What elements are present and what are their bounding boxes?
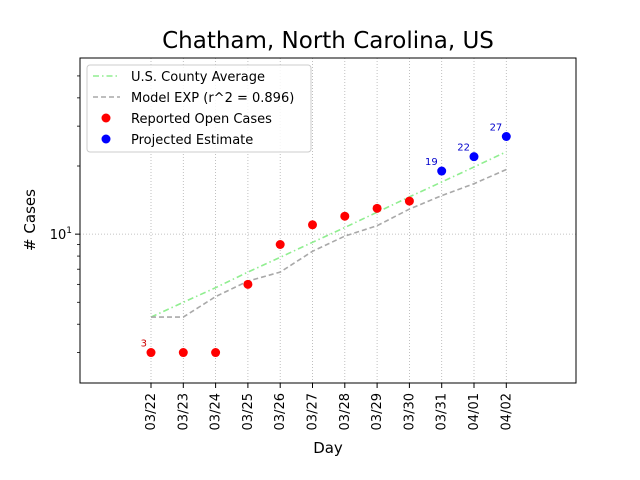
- plot-frame: [79, 57, 577, 384]
- legend-label: Model EXP (r^2 = 0.896): [131, 91, 294, 106]
- legend-marker: [101, 113, 111, 123]
- x-tick-label: 03/30: [402, 393, 417, 430]
- data-point: [501, 132, 511, 142]
- legend-label: Projected Estimate: [131, 133, 253, 148]
- legend: U.S. County Average Model EXP (r^2 = 0.89…: [86, 64, 312, 153]
- x-tick-label: 03/29: [370, 393, 385, 430]
- series-line: [150, 151, 507, 318]
- series-line: [151, 168, 507, 318]
- data-point: [308, 220, 317, 230]
- chart-title: Chatham, North Carolina, US: [162, 28, 494, 54]
- data-point: [275, 240, 285, 250]
- legend-marker: [101, 134, 111, 144]
- legend-label: U.S. County Average: [131, 70, 265, 85]
- data-point: [340, 211, 350, 221]
- annotation-layer: 3 19 22 27: [141, 123, 503, 350]
- data-point: [437, 166, 447, 176]
- x-tick-label: 03/22: [144, 393, 159, 430]
- x-tick-label: 04/02: [499, 393, 514, 430]
- x-tick-label: 03/25: [241, 393, 256, 430]
- data-point: [178, 348, 188, 358]
- x-tick-label: 03/27: [306, 393, 321, 430]
- x-tick-label: 04/01: [467, 393, 482, 430]
- marker-layer: [146, 132, 511, 358]
- data-label: 19: [425, 157, 438, 168]
- x-tick-label: 03/24: [209, 393, 224, 430]
- data-point: [243, 279, 253, 289]
- data-point: [372, 203, 382, 213]
- y-axis-label: # Cases: [21, 189, 39, 251]
- data-point: [211, 348, 221, 358]
- legend-frame: [86, 64, 312, 153]
- x-tick-label: 03/26: [273, 393, 288, 430]
- series-layer: [150, 151, 507, 318]
- x-axis-ticks: 03/22 03/23 03/24 03/25 03/26 03/27 03/28 03/29…: [144, 383, 514, 430]
- x-tick-label: 03/31: [435, 393, 450, 430]
- data-label: 27: [490, 123, 503, 134]
- data-point: [469, 152, 479, 162]
- x-axis-label: Day: [313, 439, 343, 457]
- data-point: [404, 196, 414, 206]
- x-tick-label: 03/28: [338, 393, 353, 430]
- data-label: 3: [141, 339, 147, 350]
- data-label: 22: [457, 143, 470, 154]
- legend-label: Reported Open Cases: [131, 112, 272, 127]
- x-tick-label: 03/23: [176, 393, 191, 430]
- data-point: [146, 348, 156, 358]
